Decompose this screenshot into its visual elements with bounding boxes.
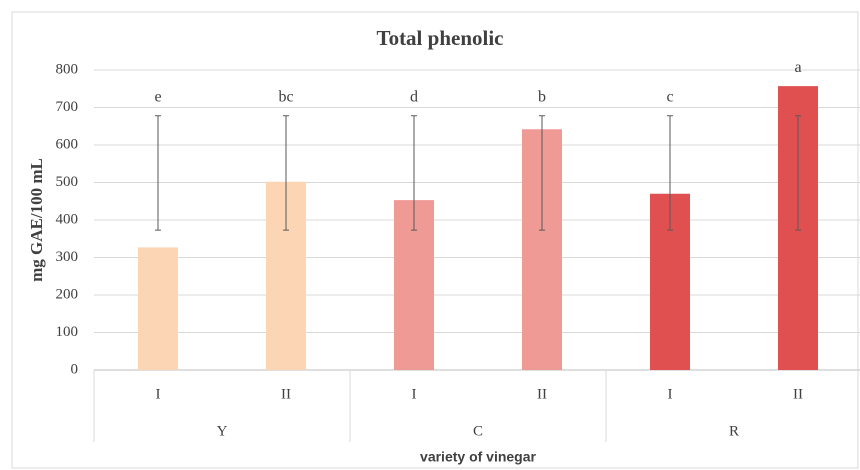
y-tick-label: 700 bbox=[56, 99, 79, 115]
significance-label: d bbox=[410, 88, 418, 105]
y-tick-label: 0 bbox=[71, 361, 79, 377]
y-tick-label: 400 bbox=[56, 211, 79, 227]
bar bbox=[138, 247, 178, 370]
y-tick-label: 200 bbox=[56, 286, 79, 302]
chart-title: Total phenolic bbox=[376, 26, 503, 50]
significance-label: b bbox=[538, 88, 546, 105]
y-tick-label: 600 bbox=[56, 136, 79, 152]
chart-border bbox=[11, 11, 859, 469]
significance-label: bc bbox=[278, 88, 293, 105]
x-tick-label: I bbox=[156, 386, 161, 402]
group-label: Y bbox=[217, 423, 228, 439]
x-axis-title: variety of vinegar bbox=[420, 449, 536, 465]
y-axis-title: mg GAE/100 mL bbox=[27, 158, 46, 282]
group-label: C bbox=[473, 423, 483, 439]
y-tick-label: 100 bbox=[56, 324, 79, 340]
significance-label: a bbox=[794, 59, 801, 76]
significance-label: e bbox=[154, 88, 161, 105]
y-tick-label: 500 bbox=[56, 174, 79, 190]
y-tick-label: 300 bbox=[56, 249, 79, 265]
x-tick-label: II bbox=[537, 386, 547, 402]
x-tick-label: I bbox=[412, 386, 417, 402]
x-tick-label: II bbox=[281, 386, 291, 402]
y-tick-label: 800 bbox=[56, 61, 79, 77]
group-label: R bbox=[729, 423, 739, 439]
x-tick-label: I bbox=[668, 386, 673, 402]
significance-label: c bbox=[666, 88, 673, 105]
x-tick-label: II bbox=[793, 386, 803, 402]
